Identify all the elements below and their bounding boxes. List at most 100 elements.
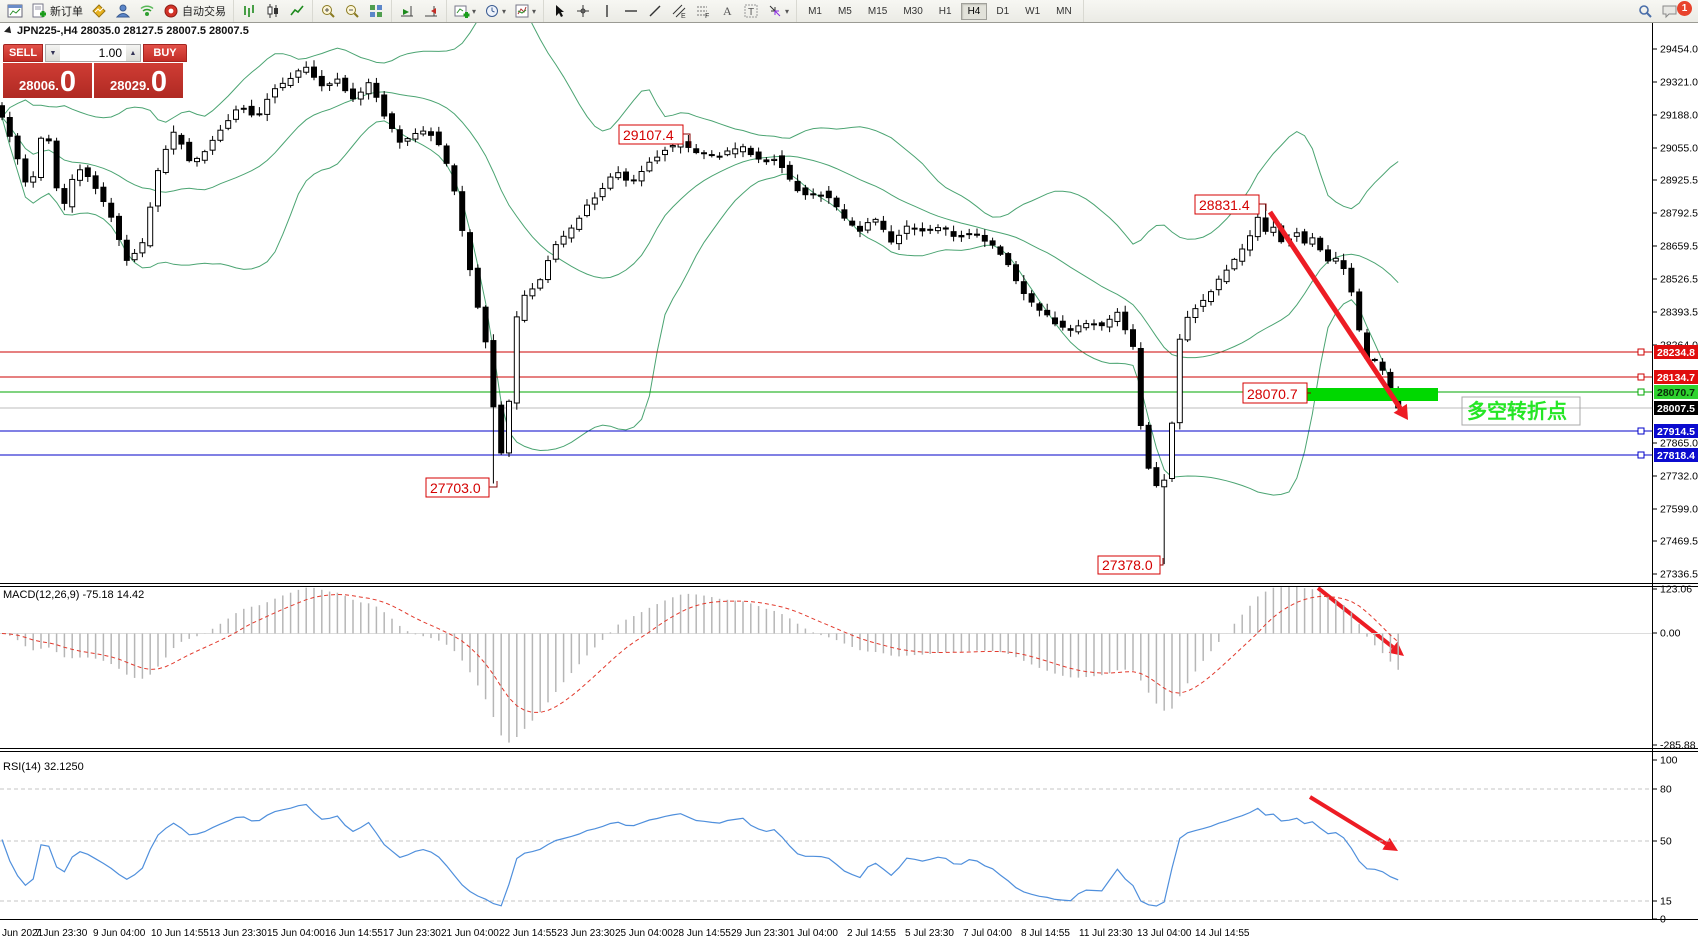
hline-handle-27818.4[interactable] xyxy=(1637,451,1645,459)
time-tick: 2 Jul 14:55 xyxy=(847,928,896,939)
axis-label-27914.5 xyxy=(1654,424,1698,438)
timeframe-m5-button[interactable]: M5 xyxy=(837,5,852,17)
toolbar-autoscroll-button[interactable] xyxy=(396,1,418,21)
hline-handle-28134.7[interactable] xyxy=(1637,373,1645,381)
turning-point-bar[interactable] xyxy=(1306,388,1438,401)
macd-signal-line xyxy=(1,593,1399,713)
horizontal-level-lines[interactable] xyxy=(0,348,1652,459)
macd-indicator xyxy=(0,586,1652,743)
price-tag-box-28831.4[interactable] xyxy=(1194,194,1260,215)
toolbar-channel-button[interactable]: E xyxy=(668,1,690,21)
price-tick: 29454.0 xyxy=(1660,44,1698,56)
axis-label-text: 27914.5 xyxy=(1657,426,1695,438)
toolbar-autotrade-button[interactable]: 自动交易 xyxy=(160,1,229,21)
volume-stepper[interactable]: ▼ 1.00 ▲ xyxy=(45,44,141,62)
buy-button[interactable]: BUY xyxy=(143,44,187,62)
red-arrow-1[interactable] xyxy=(1267,210,1408,420)
notification-badge[interactable]: 1 xyxy=(1677,0,1692,16)
toolbar-chart-shift-button[interactable] xyxy=(420,1,442,21)
timeframe-w1-button[interactable]: W1 xyxy=(1025,5,1041,17)
toolbar-vline-button[interactable] xyxy=(596,1,618,21)
toolbar-crosshair-button[interactable] xyxy=(572,1,594,21)
price-tag-text: 28831.4 xyxy=(1199,197,1250,213)
axis-label-28134.7 xyxy=(1654,370,1698,384)
toolbar-autotrade-label: 自动交易 xyxy=(182,6,226,18)
buy-price[interactable]: 28029. 0 xyxy=(94,63,183,98)
price-tags[interactable]: 29107.4 28831.4 28070.7 27703.0 27378.0 xyxy=(425,124,1311,575)
timeframe-m30-button[interactable]: M30 xyxy=(903,5,923,17)
turning-point-note[interactable]: 多空转折点 xyxy=(1467,399,1567,423)
volume-value[interactable]: 1.00 xyxy=(98,46,122,60)
price-tick: 27336.5 xyxy=(1660,569,1698,581)
axis-label-28007.5 xyxy=(1654,401,1698,415)
toolbar-bars-chart-button[interactable] xyxy=(238,1,260,21)
toolbar-group xyxy=(234,0,313,22)
timeframe-mn-button[interactable]: MN xyxy=(1056,5,1072,17)
time-tick: 11 Jul 23:30 xyxy=(1079,928,1133,939)
time-tick: 28 Jun 14:55 xyxy=(673,928,731,939)
timeframe-h1-button[interactable]: H1 xyxy=(938,5,952,17)
price-tag-box-29107.4[interactable] xyxy=(618,124,684,145)
toolbar-chart-window-button[interactable] xyxy=(4,1,26,21)
macd-pane-title: MACD(12,26,9) -75.18 14.42 xyxy=(3,589,144,601)
red-arrow-2[interactable] xyxy=(1316,586,1404,656)
toolbar-periods-dropdown-icon[interactable]: ▾ xyxy=(502,6,507,16)
search-icon[interactable] xyxy=(1634,1,1656,21)
svg-text:E: E xyxy=(681,13,686,19)
toolbar-arrows-button[interactable]: ▾ xyxy=(764,1,792,21)
price-tag-box-27703.0[interactable] xyxy=(425,477,490,498)
timeframe-d1-button[interactable]: D1 xyxy=(996,5,1010,17)
timeframe-m1-button[interactable]: M1 xyxy=(808,5,822,17)
toolbar-templates-button[interactable]: ▾ xyxy=(511,1,539,21)
rsi-pane-title: RSI(14) 32.1250 xyxy=(3,761,84,773)
price-tick: 28393.5 xyxy=(1660,307,1698,319)
axis-label-27818.4 xyxy=(1654,448,1698,462)
price-axis[interactable]: 29454.0 29321.0 29188.0 29055.0 28925.5 28792… xyxy=(1652,44,1698,926)
hline-handle-28070.7[interactable] xyxy=(1637,388,1645,396)
hline-handle-28234.8[interactable] xyxy=(1637,348,1645,356)
toolbar-line-chart-button[interactable] xyxy=(286,1,308,21)
toolbar-indicators-dropdown-icon[interactable]: ▾ xyxy=(472,6,477,16)
volume-decrease-button[interactable]: ▼ xyxy=(46,45,60,61)
toolbar-trendline-button[interactable] xyxy=(644,1,666,21)
toolbar-arrows-dropdown-icon[interactable]: ▾ xyxy=(785,6,790,16)
rsi-tick: 100 xyxy=(1660,755,1678,767)
symbol-header: JPN225-,H4 28035.0 28127.5 28007.5 28007… xyxy=(4,25,249,37)
toolbar-new-order-button[interactable]: 新订单 xyxy=(28,1,86,21)
price-tag-box-28070.7[interactable] xyxy=(1242,382,1308,404)
toolbar-templates-dropdown-icon[interactable]: ▾ xyxy=(532,6,537,16)
toolbar-zoom-out-button[interactable] xyxy=(341,1,363,21)
toolbar-profile-button[interactable] xyxy=(112,1,134,21)
toolbar-label-t-button[interactable]: T xyxy=(740,1,762,21)
hline-handle-27914.5[interactable] xyxy=(1637,427,1645,435)
time-tick: 8 Jul 14:55 xyxy=(1021,928,1070,939)
toolbar-tile-windows-button[interactable] xyxy=(365,1,387,21)
time-tick: 23 Jun 23:30 xyxy=(557,928,615,939)
axis-label-text: 28134.7 xyxy=(1657,372,1695,384)
red-arrow-3[interactable] xyxy=(1308,795,1398,851)
toolbar-fibo-button[interactable]: F xyxy=(692,1,714,21)
toolbar-zoom-in-button[interactable] xyxy=(317,1,339,21)
toolbar-text-a-button[interactable]: A xyxy=(716,1,738,21)
one-click-trade-panel: SELL ▼ 1.00 ▲ BUY 28006. 0 28029. 0 xyxy=(3,44,187,98)
chat-icon[interactable] xyxy=(1658,1,1682,21)
timeframe-h4-button[interactable]: H4 xyxy=(960,2,988,20)
toolbar-indicators-button[interactable]: ▾ xyxy=(451,1,479,21)
toolbar-cursor-button[interactable] xyxy=(548,1,570,21)
price-tag-box-27378.0[interactable] xyxy=(1097,555,1161,575)
toolbar-candles-chart-button[interactable] xyxy=(262,1,284,21)
toolbar-periods-button[interactable]: ▾ xyxy=(481,1,509,21)
toolbar-hline-button[interactable] xyxy=(620,1,642,21)
sell-button[interactable]: SELL xyxy=(3,44,43,62)
price-tick: 28659.5 xyxy=(1660,241,1698,253)
toolbar-signal-button[interactable] xyxy=(136,1,158,21)
volume-increase-button[interactable]: ▲ xyxy=(126,45,140,61)
note-box[interactable] xyxy=(1461,396,1581,426)
timeframe-m15-button[interactable]: M15 xyxy=(867,5,888,17)
sell-price[interactable]: 28006. 0 xyxy=(3,63,92,98)
toolbar-gold-chart-button[interactable] xyxy=(88,1,110,21)
candlesticks xyxy=(0,60,1402,565)
svg-text:T: T xyxy=(748,7,754,18)
